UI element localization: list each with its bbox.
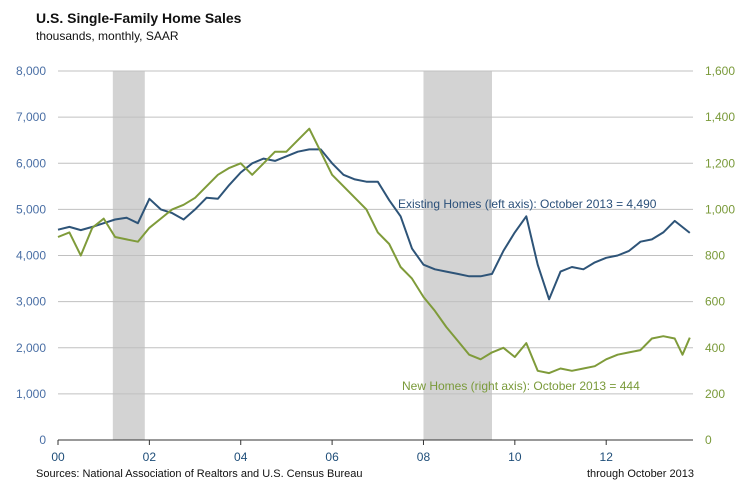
existing-homes-line (57, 148, 691, 301)
existing-homes-annotation: Existing Homes (left axis): October 2013… (398, 197, 657, 211)
left-tick-label: 7,000 (16, 110, 46, 124)
right-tick-label: 1,400 (705, 110, 735, 124)
left-tick-label: 3,000 (16, 295, 46, 309)
x-tick-label: 04 (234, 450, 248, 464)
date-note: through October 2013 (586, 468, 694, 480)
right-tick-label: 800 (705, 249, 725, 263)
right-tick-label: 400 (705, 341, 725, 355)
right-tick-label: 1,000 (705, 202, 735, 216)
left-tick-label: 6,000 (16, 156, 46, 170)
x-tick-label: 10 (508, 450, 522, 464)
left-tick-label: 0 (39, 433, 46, 447)
x-tick-label: 08 (417, 450, 431, 464)
right-tick-label: 600 (705, 295, 725, 309)
x-tick-label: 00 (51, 450, 65, 464)
x-tick-label: 02 (143, 450, 157, 464)
left-tick-label: 1,000 (16, 387, 46, 401)
new-homes-line (57, 127, 691, 375)
left-tick-label: 2,000 (16, 341, 46, 355)
x-tick-label: 12 (600, 450, 614, 464)
chart-subtitle: thousands, monthly, SAAR (36, 29, 179, 43)
source-note: Sources: National Association of Realtor… (36, 468, 363, 480)
right-tick-label: 1,600 (705, 64, 735, 78)
left-tick-label: 8,000 (16, 64, 46, 78)
new-homes-annotation: New Homes (right axis): October 2013 = 4… (402, 379, 640, 393)
left-tick-label: 4,000 (16, 249, 46, 263)
left-tick-label: 5,000 (16, 202, 46, 216)
x-tick-label: 06 (325, 450, 339, 464)
right-tick-label: 200 (705, 387, 725, 401)
chart-title: U.S. Single-Family Home Sales (36, 10, 242, 26)
right-tick-label: 0 (705, 433, 712, 447)
right-tick-label: 1,200 (705, 156, 735, 170)
